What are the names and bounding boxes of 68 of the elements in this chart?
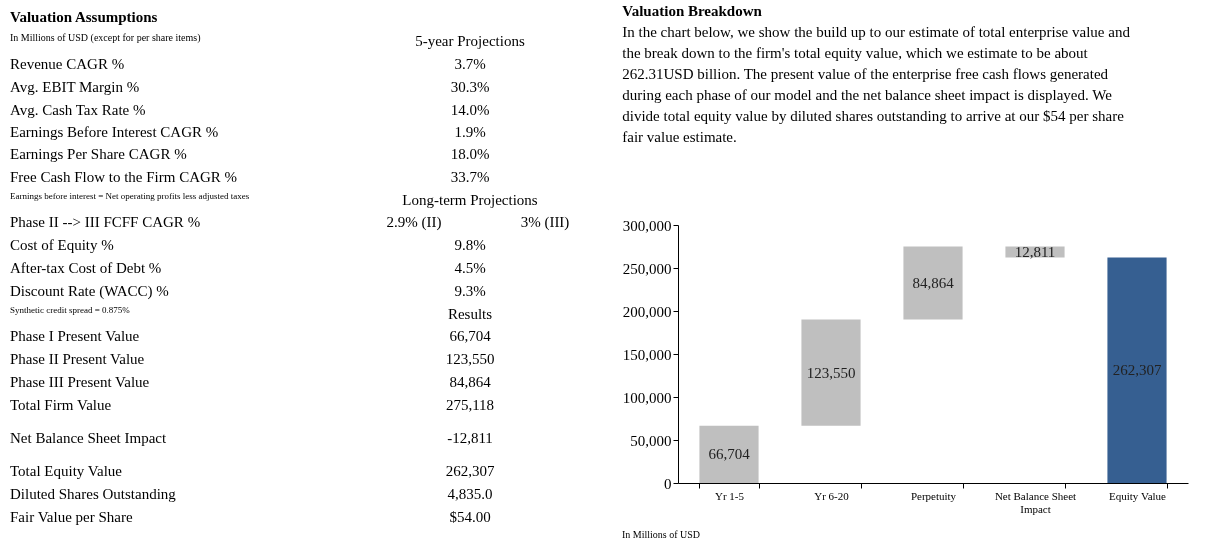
text: 4,835.0 xyxy=(447,486,493,502)
text: Phase II Present Value xyxy=(10,351,145,367)
y-tick-label: 150,000 xyxy=(622,346,672,363)
text: Cost of Equity % xyxy=(10,237,114,253)
chart-subtitle: In the chart below, we show the build up to our estimate of total enterprise value and the break down to the firm's total equity value, which we estimate to be about 262.31USD billion. The present value of the enterprise free cash flows generated during each phase of our model and the net balance sheet impact is displayed. We divide total equity value by diluted shares outstanding to arrive at our $54 per share fair value estimate. xyxy=(622,24,1131,145)
text: Revenue CAGR % xyxy=(10,56,125,72)
text: In Millions of USD (except for per share items) xyxy=(10,32,201,44)
data-label: 66,704 xyxy=(708,446,751,463)
text: Results xyxy=(447,306,493,322)
text: Earnings Per Share CAGR % xyxy=(10,146,187,162)
text: In Millions of USD xyxy=(622,529,701,540)
text: 275,118 xyxy=(445,397,495,413)
text: 33.7% xyxy=(450,169,490,185)
text: Long-term Projections xyxy=(402,192,538,208)
text: 9.8% xyxy=(454,237,486,253)
x-tick-label: Yr 1-5 xyxy=(714,489,745,502)
y-tick-label: 200,000 xyxy=(622,303,672,320)
chart-title: Valuation Breakdown xyxy=(622,3,763,19)
x-tick-label: Net Balance Sheet Impact xyxy=(994,489,1077,515)
y-tick-label: 300,000 xyxy=(622,217,672,234)
text: 84,864 xyxy=(449,374,492,390)
text: 3.7% xyxy=(454,56,486,72)
text: 123,550 xyxy=(445,351,495,367)
text: Earnings before interest = Net operating profits less adjusted taxes xyxy=(10,191,250,201)
text: Total Firm Value xyxy=(10,397,112,413)
y-tick-label: 100,000 xyxy=(622,389,672,406)
text: 30.3% xyxy=(450,79,490,95)
text: Avg. EBIT Margin % xyxy=(10,79,140,95)
text: Synthetic credit spread = 0.875% xyxy=(10,305,131,315)
text: 9.3% xyxy=(454,283,486,299)
text: Avg. Cash Tax Rate % xyxy=(10,102,146,118)
text: $54.00 xyxy=(449,509,491,525)
text: Phase I Present Value xyxy=(10,328,140,344)
text: Fair Value per Share xyxy=(10,509,133,525)
text: 2.9% (II) xyxy=(386,214,442,231)
text: -12,811 xyxy=(447,430,493,446)
text: 4.5% xyxy=(454,260,486,276)
text: After-tax Cost of Debt % xyxy=(10,260,162,276)
text: Discount Rate (WACC) % xyxy=(10,283,169,300)
text: 14.0% xyxy=(450,102,490,118)
text: 66,704 xyxy=(449,328,492,344)
x-tick-label: Perpetuity xyxy=(910,489,957,502)
text: Earnings Before Interest CAGR % xyxy=(10,124,219,140)
text: Free Cash Flow to the Firm CAGR % xyxy=(10,169,238,185)
text: Valuation Assumptions xyxy=(10,9,158,25)
bar xyxy=(801,319,861,426)
text: Total Equity Value xyxy=(10,463,123,479)
text: 5-year Projections xyxy=(415,33,525,49)
text: Net Balance Sheet Impact xyxy=(10,430,168,446)
data-label: 123,550 xyxy=(806,364,856,381)
data-label: 84,864 xyxy=(912,274,955,291)
text: Phase II --> III FCFF CAGR % xyxy=(10,214,201,230)
y-tick-label: 0 xyxy=(664,475,672,492)
data-label: 262,307 xyxy=(1112,362,1162,379)
text: Diluted Shares Outstanding xyxy=(10,486,177,502)
text: 262,307 xyxy=(445,463,495,479)
x-tick-label: Equity Value xyxy=(1109,489,1167,502)
x-tick-label: Yr 6-20 xyxy=(814,489,850,502)
data-label: 12,811 xyxy=(1014,243,1056,260)
bar xyxy=(1107,257,1167,483)
y-tick-label: 250,000 xyxy=(622,260,672,277)
text: 18.0% xyxy=(450,146,490,162)
y-tick-label: 50,000 xyxy=(630,432,672,449)
text: 1.9% xyxy=(454,124,486,140)
text: Phase III Present Value xyxy=(10,374,150,390)
bar xyxy=(903,246,963,320)
text: 3% (III) xyxy=(520,214,570,231)
bar xyxy=(699,425,759,483)
